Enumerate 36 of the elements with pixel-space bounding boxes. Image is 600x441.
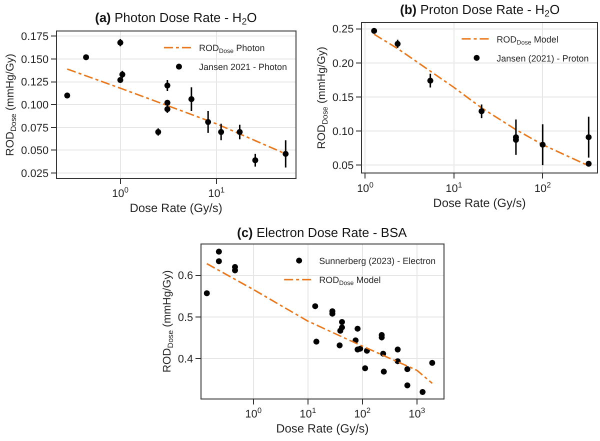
x-tick-label: 10$^{0}$ (245, 406, 262, 420)
x-tick-label: 10$^{3}$ (408, 406, 426, 420)
y-tick-label: 0.175 (21, 31, 49, 44)
x-tick-label: 10$^{1}$ (300, 406, 316, 420)
legend-label: Sunnerberg (2023) - Electron (319, 256, 436, 266)
x-axis-title: Dose Rate (Gy/s) (130, 201, 222, 216)
x-tick-label: 10$^{2}$ (534, 180, 551, 195)
y-tick-label: 0.20 (332, 58, 354, 70)
y-tick-label: 0.10 (332, 126, 354, 138)
x-axis-title: Dose Rate (Gy/s) (433, 196, 526, 210)
y-tick-label: 0.4 (178, 354, 194, 366)
y-tick-label: 0.050 (21, 145, 49, 158)
y-tick-label: 0.150 (21, 54, 49, 66)
chart-title: (b) Proton Dose Rate - H$_{2}$O (400, 2, 560, 19)
y-tick-label: 0.125 (21, 76, 49, 89)
legend-label: Jansen 2021 - Photon (198, 62, 288, 72)
y-tick-label: 0.15 (332, 92, 354, 104)
x-axis-title: Dose Rate (Gy/s) (276, 421, 369, 436)
y-tick-label: 0.025 (21, 168, 49, 180)
x-tick-label: 10$^{0}$ (356, 180, 374, 195)
x-tick-label: 10$^{1}$ (208, 186, 225, 200)
chart-title: (a) Photon Dose Rate - H$_{2}$O (95, 10, 257, 27)
x-tick-label: 10$^{1}$ (446, 180, 462, 195)
y-tick-label: 0.075 (21, 122, 49, 134)
legend-label: ROD$_{Dose}$ Model (319, 275, 381, 287)
y-tick-label: 0.6 (178, 270, 194, 282)
y-tick-label: 0.05 (332, 160, 354, 172)
legend-label: Jansen (2021) - Proton (496, 53, 589, 64)
y-tick-label: 0.100 (21, 99, 49, 112)
x-tick-label: 10$^{0}$ (112, 186, 129, 200)
y-tick-label: 0.25 (332, 24, 354, 36)
y-tick-label: 0.5 (178, 312, 194, 324)
x-tick-label: 10$^{2}$ (354, 406, 371, 420)
legend-label: ROD$_{Dose}$ Model (496, 34, 558, 46)
legend-label: ROD$_{Dose}$ Photon (198, 43, 265, 56)
chart-title: (c) Electron Dose Rate - BSA (237, 225, 408, 240)
